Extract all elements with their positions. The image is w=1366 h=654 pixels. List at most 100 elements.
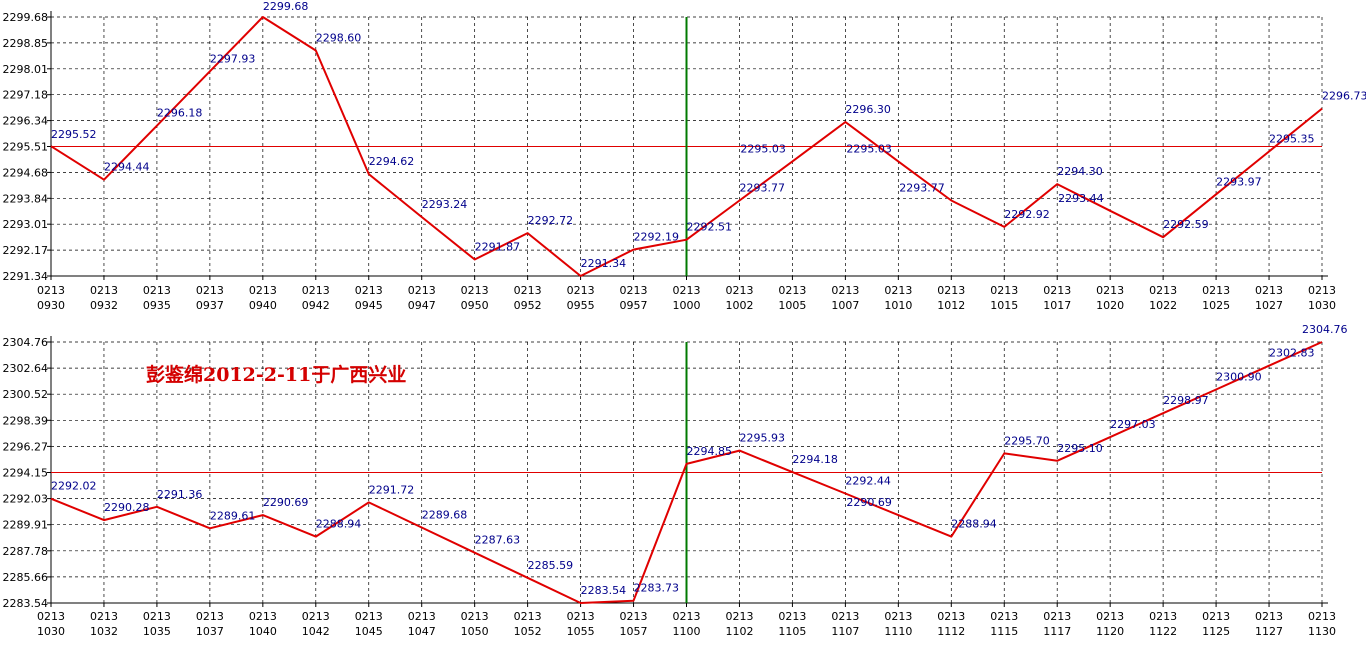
x-tick-label-time: 1000 [673, 299, 701, 312]
x-tick-label-time: 1017 [1043, 299, 1071, 312]
x-tick-label-date: 0213 [673, 284, 701, 297]
y-tick-label: 2300.52 [3, 388, 49, 401]
data-label: 2292.19 [634, 231, 680, 244]
data-label: 2293.44 [1058, 192, 1104, 205]
y-tick-label: 2298.01 [3, 63, 49, 76]
x-tick-label-time: 1037 [196, 625, 224, 638]
y-tick-label: 2293.01 [3, 218, 49, 231]
y-tick-label: 2298.85 [3, 37, 49, 50]
x-tick-label-time: 1122 [1149, 625, 1177, 638]
data-label: 2293.77 [739, 182, 785, 195]
x-tick-label-time: 0930 [37, 299, 65, 312]
x-tick-label-time: 1100 [673, 625, 701, 638]
x-tick-label-time: 1105 [778, 625, 806, 638]
x-tick-label-date: 0213 [1308, 610, 1336, 623]
y-tick-label: 2293.84 [3, 192, 49, 205]
data-label: 2292.59 [1163, 218, 1209, 231]
x-tick-label-time: 1012 [937, 299, 965, 312]
y-tick-label: 2292.17 [3, 244, 49, 257]
x-tick-label-date: 0213 [1202, 610, 1230, 623]
x-tick-label-date: 0213 [1255, 284, 1283, 297]
data-label: 2283.54 [581, 584, 627, 597]
x-tick-label-time: 1117 [1043, 625, 1071, 638]
y-tick-label: 2298.39 [3, 414, 49, 427]
x-tick-label-time: 0940 [249, 299, 277, 312]
data-label: 2297.93 [210, 52, 256, 65]
x-tick-label-time: 1030 [37, 625, 65, 638]
data-label: 2300.90 [1216, 370, 1262, 383]
data-label: 2289.61 [210, 509, 256, 522]
x-tick-label-date: 0213 [567, 284, 595, 297]
data-label: 2287.63 [475, 534, 520, 547]
x-tick-label-time: 1005 [778, 299, 806, 312]
x-tick-label-date: 0213 [514, 610, 542, 623]
x-tick-label-time: 1115 [990, 625, 1018, 638]
x-tick-label-date: 0213 [1149, 610, 1177, 623]
data-label: 2296.18 [157, 107, 203, 120]
data-label: 2294.30 [1057, 165, 1103, 178]
x-tick-label-time: 1127 [1255, 625, 1283, 638]
data-label: 2292.92 [1004, 208, 1050, 221]
data-label: 2299.68 [263, 0, 309, 13]
x-tick-label-time: 1032 [90, 625, 118, 638]
y-tick-label: 2289.91 [3, 519, 49, 532]
x-tick-label-time: 1130 [1308, 625, 1336, 638]
y-tick-label: 2296.34 [3, 115, 49, 128]
data-label: 2290.28 [104, 501, 150, 514]
price-series-line [50, 16, 1323, 277]
x-tick-label-date: 0213 [1096, 284, 1124, 297]
data-label: 2285.59 [528, 559, 574, 572]
x-tick-label-time: 1015 [990, 299, 1018, 312]
data-label: 2297.03 [1110, 418, 1156, 431]
x-tick-label-time: 1047 [408, 625, 436, 638]
data-label: 2292.02 [51, 480, 97, 493]
x-tick-label-date: 0213 [620, 284, 648, 297]
x-tick-label-time: 1120 [1096, 625, 1124, 638]
x-tick-label-time: 1112 [937, 625, 965, 638]
x-tick-label-date: 0213 [196, 610, 224, 623]
x-tick-label-time: 1102 [725, 625, 753, 638]
x-tick-label-date: 0213 [1096, 610, 1124, 623]
x-tick-label-date: 0213 [302, 284, 330, 297]
price-series-line [50, 341, 1323, 604]
x-tick-label-time: 0942 [302, 299, 330, 312]
data-label: 2293.24 [422, 198, 468, 211]
data-label: 2295.10 [1057, 442, 1103, 455]
x-tick-label-date: 0213 [408, 610, 436, 623]
x-tick-label-date: 0213 [355, 610, 383, 623]
x-tick-label-time: 1042 [302, 625, 330, 638]
x-tick-label-time: 1107 [831, 625, 859, 638]
data-label: 2298.60 [316, 32, 362, 45]
x-tick-label-date: 0213 [355, 284, 383, 297]
x-tick-label-time: 1057 [620, 625, 648, 638]
data-label: 2295.70 [1004, 434, 1050, 447]
x-tick-label-date: 0213 [461, 610, 489, 623]
x-tick-label-date: 0213 [778, 284, 806, 297]
x-tick-label-time: 0955 [567, 299, 595, 312]
x-tick-label-date: 0213 [37, 284, 65, 297]
x-tick-label-time: 1025 [1202, 299, 1230, 312]
x-tick-label-date: 0213 [249, 284, 277, 297]
x-tick-label-time: 0937 [196, 299, 224, 312]
y-tick-label: 2295.51 [3, 141, 49, 154]
y-tick-label: 2291.34 [3, 270, 49, 283]
x-tick-label-time: 0935 [143, 299, 171, 312]
x-tick-label-date: 0213 [725, 610, 753, 623]
x-tick-label-time: 1035 [143, 625, 171, 638]
data-label: 2292.51 [687, 221, 733, 234]
bottom-chart-panel: 2304.76 2302.64 2300.52 2298.39 2296.27 2294.… [3, 323, 1348, 638]
data-label: 2295.93 [739, 432, 785, 445]
data-label: 2294.44 [104, 161, 150, 174]
x-tick-label-time: 1020 [1096, 299, 1124, 312]
x-tick-label-date: 0213 [725, 284, 753, 297]
y-tick-label: 2297.18 [3, 89, 49, 102]
data-label: 2294.62 [369, 155, 415, 168]
x-tick-label-date: 0213 [90, 284, 118, 297]
x-tick-label-time: 0932 [90, 299, 118, 312]
data-label: 2302.83 [1269, 347, 1315, 360]
data-label: 2295.03 [740, 142, 786, 155]
y-tick-label: 2294.68 [3, 166, 49, 179]
x-tick-label-date: 0213 [1043, 610, 1071, 623]
x-tick-label-time: 1030 [1308, 299, 1336, 312]
